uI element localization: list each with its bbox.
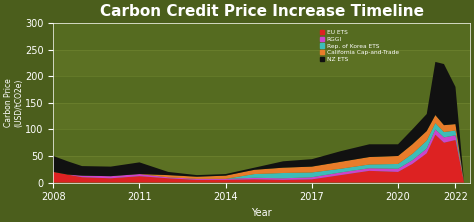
Legend: EU ETS, RGGI, Rep. of Korea ETS, California Cap-and-Trade, NZ ETS: EU ETS, RGGI, Rep. of Korea ETS, Califor… (319, 29, 400, 63)
Bar (53, 50, 470, 76)
Bar (53, 103, 470, 129)
Bar (53, 156, 470, 182)
Y-axis label: Carbon Price
(USD/tCO2e): Carbon Price (USD/tCO2e) (4, 78, 24, 127)
X-axis label: Year: Year (251, 208, 272, 218)
Title: Carbon Credit Price Increase Timeline: Carbon Credit Price Increase Timeline (100, 4, 424, 19)
